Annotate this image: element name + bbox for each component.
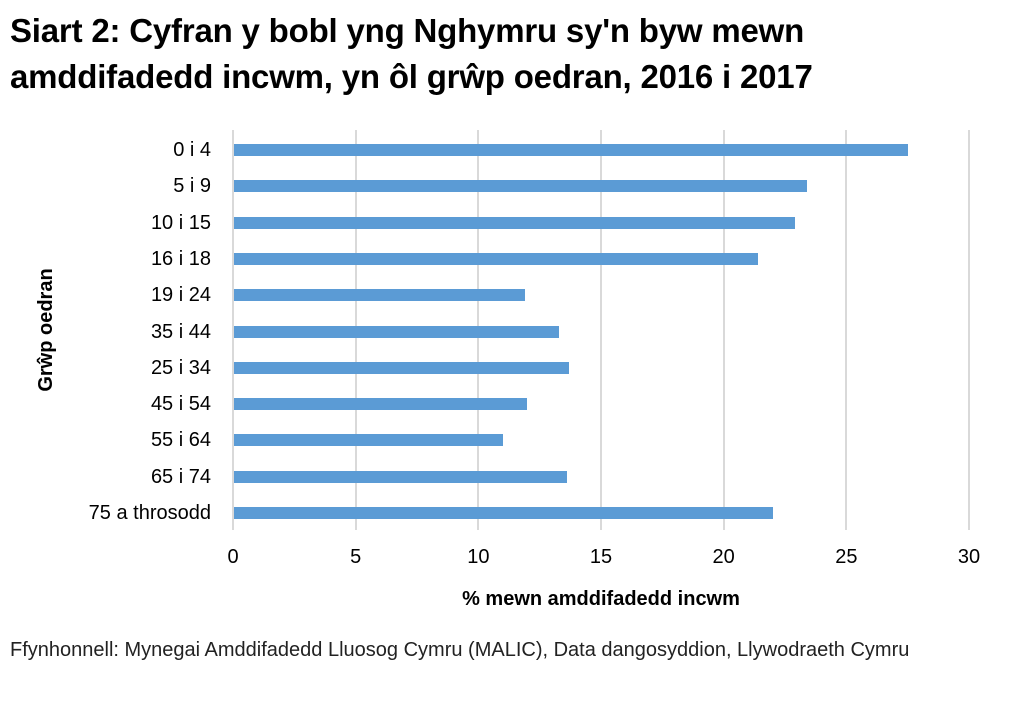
bar — [234, 434, 503, 447]
category-label: 55 i 64 — [150, 429, 211, 452]
category-label: 65 i 74 — [150, 465, 211, 488]
bar — [234, 507, 773, 519]
bar — [234, 289, 525, 302]
x-tick-label: 0 — [227, 546, 239, 568]
chart-title: Siart 2: Cyfran y bobl yng Nghymru sy'n … — [10, 12, 813, 95]
bar — [234, 361, 570, 374]
gridline — [968, 130, 970, 530]
gridline — [845, 130, 848, 530]
x-tick-label: 5 — [350, 546, 362, 568]
bar — [234, 216, 795, 229]
category-label: 19 i 24 — [150, 284, 211, 307]
source-note: Ffynhonnell: Mynegai Amddifadedd Lluosog… — [10, 639, 910, 661]
category-label: 10 i 15 — [150, 211, 211, 234]
bar — [234, 325, 560, 338]
category-label: 35 i 44 — [150, 320, 211, 343]
category-label: 5 i 9 — [173, 175, 211, 198]
x-tick-label: 30 — [957, 546, 981, 568]
category-label: 25 i 34 — [150, 356, 211, 379]
x-tick-label: 15 — [589, 546, 613, 568]
category-label: 45 i 54 — [150, 393, 211, 416]
category-label: 0 i 4 — [173, 139, 211, 161]
gridline — [722, 130, 725, 530]
gridline — [600, 130, 602, 530]
y-axis-label: Grŵp oedran — [35, 268, 57, 392]
bar — [234, 470, 567, 483]
category-label: 16 i 18 — [150, 247, 211, 270]
bar — [234, 180, 808, 193]
x-axis-label: % mewn amddifadedd incwm — [462, 588, 740, 610]
category-label: 75 a throsodd — [88, 502, 211, 524]
bar — [234, 144, 908, 156]
gridline — [232, 130, 234, 530]
x-tick-label: 25 — [835, 546, 858, 568]
x-tick-label: 10 — [467, 546, 490, 568]
bar — [234, 398, 528, 411]
x-tick-label: 20 — [712, 546, 735, 568]
bar — [234, 252, 758, 265]
